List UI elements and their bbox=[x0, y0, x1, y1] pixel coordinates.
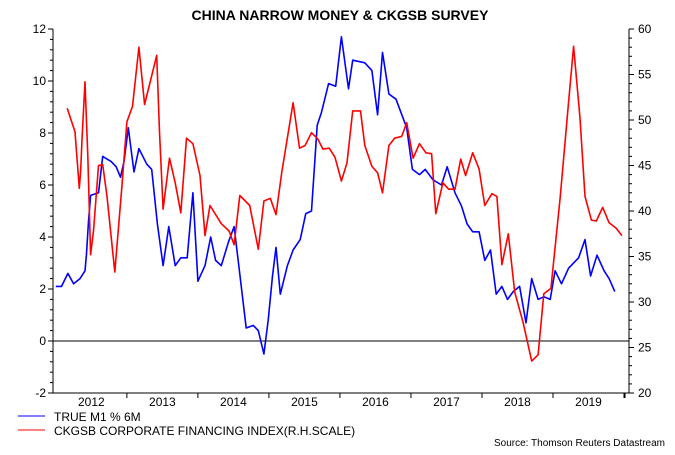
right-tick-label: 30 bbox=[638, 295, 652, 309]
right-tick-label: 35 bbox=[638, 250, 652, 264]
x-tick-label: 2012 bbox=[78, 395, 105, 409]
series-line-true-m1 bbox=[56, 37, 615, 354]
source-note: Source: Thomson Reuters Datastream bbox=[494, 438, 665, 449]
left-tick-label: 8 bbox=[39, 126, 46, 140]
left-tick-label: 2 bbox=[39, 282, 46, 296]
right-tick-label: 50 bbox=[638, 113, 652, 127]
legend: TRUE M1 % 6M CKGSB CORPORATE FINANCING I… bbox=[18, 410, 355, 438]
series-lines bbox=[56, 37, 622, 361]
left-tick-label: 6 bbox=[39, 178, 46, 192]
series-line-ckgsb bbox=[67, 46, 622, 361]
left-tick-label: 4 bbox=[39, 230, 46, 244]
legend-label-m1: TRUE M1 % 6M bbox=[54, 410, 141, 424]
right-tick-label: 20 bbox=[638, 386, 652, 400]
right-tick-label: 25 bbox=[638, 341, 652, 355]
left-tick-label: -2 bbox=[35, 386, 46, 400]
legend-label-ckgsb: CKGSB CORPORATE FINANCING INDEX(R.H.SCAL… bbox=[54, 424, 355, 438]
right-tick-label: 55 bbox=[638, 68, 652, 82]
left-tick-label: 10 bbox=[33, 74, 47, 88]
right-tick-label: 45 bbox=[638, 159, 652, 173]
chart-title: CHINA NARROW MONEY & CKGSB SURVEY bbox=[192, 7, 490, 23]
x-tick-label: 2014 bbox=[220, 395, 247, 409]
left-tick-label: 12 bbox=[33, 22, 47, 36]
right-tick-label: 60 bbox=[638, 22, 652, 36]
x-tick-label: 2015 bbox=[291, 395, 318, 409]
right-tick-label: 40 bbox=[638, 204, 652, 218]
x-tick-label: 2017 bbox=[433, 395, 460, 409]
x-tick-label: 2013 bbox=[149, 395, 176, 409]
x-tick-label: 2019 bbox=[575, 395, 602, 409]
x-tick-label: 2018 bbox=[504, 395, 531, 409]
left-tick-label: 0 bbox=[39, 334, 46, 348]
x-tick-label: 2016 bbox=[362, 395, 389, 409]
